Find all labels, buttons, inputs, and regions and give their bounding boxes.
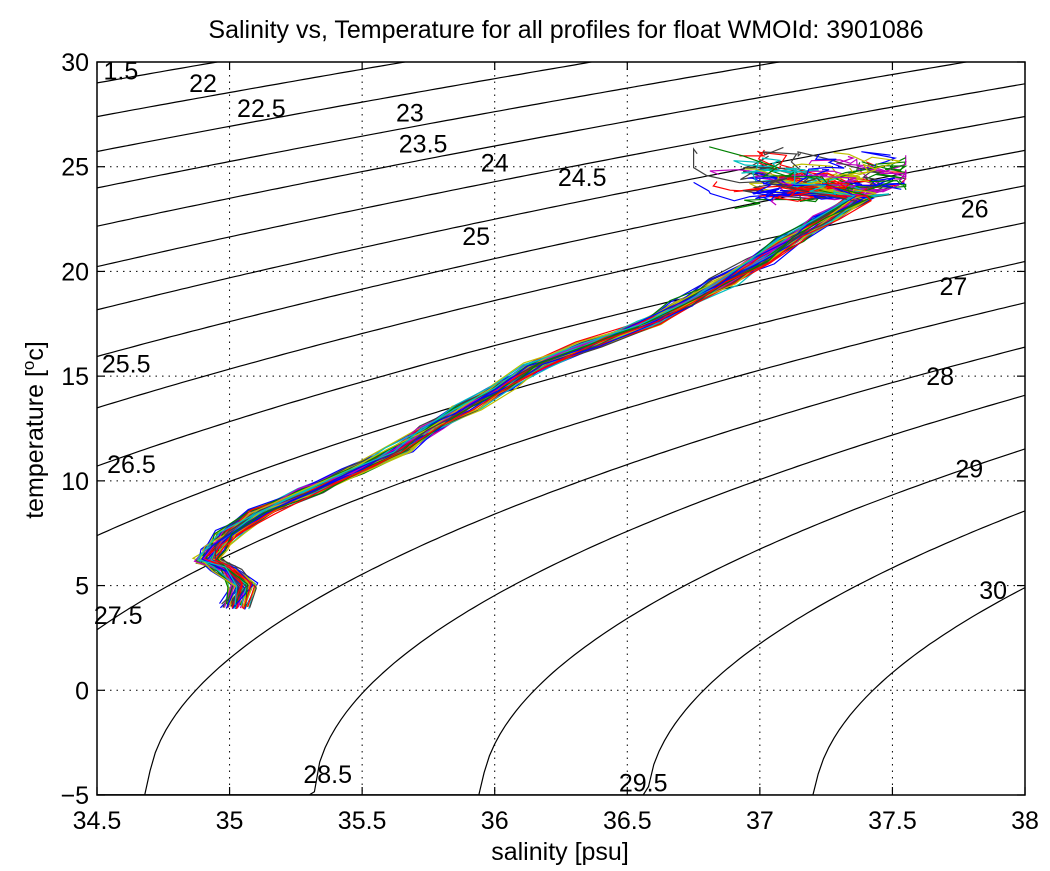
x-axis-label: salinity [psu] [491, 838, 629, 866]
contour-label: 24.5 [558, 164, 607, 192]
contour-label: 30 [979, 577, 1007, 605]
density-contour-line [97, 62, 970, 227]
density-contour-line [97, 62, 783, 189]
density-contour-line [97, 149, 1025, 358]
profile-line [214, 179, 872, 610]
y-axis-label-superscript: o [19, 361, 38, 370]
density-contour-line [97, 260, 1025, 537]
contour-label: 22.5 [237, 95, 286, 123]
density-contour-line [97, 302, 1025, 631]
axis-ticks: 34.5 35 35.5 36 36.5 37 37.5 38 −5 0 5 10 15 20 25 30 [60, 49, 1038, 835]
contour-label: 24 [481, 150, 509, 178]
contour-label: 28 [926, 363, 954, 391]
contour-label: 22 [189, 70, 217, 98]
profile-line [200, 154, 858, 609]
density-contour-line [97, 510, 1025, 795]
profile-line [216, 146, 874, 607]
density-contour-line [97, 185, 1025, 409]
x-tick-label: 35.5 [338, 807, 387, 835]
float-profiles [191, 146, 908, 610]
x-tick-label: 38 [1011, 807, 1039, 835]
x-tick-label: 36 [481, 807, 509, 835]
density-contour-line [97, 586, 1025, 795]
y-tick-label: 0 [75, 677, 89, 705]
y-axis-label-suffix: c] [21, 341, 49, 360]
contour-label: 29 [955, 455, 983, 483]
chart-title: Salinity vs, Temperature for all profile… [208, 16, 923, 44]
density-contour-line [97, 62, 595, 153]
contour-label: 29.5 [619, 769, 668, 797]
contour-label: 27 [940, 273, 968, 301]
contour-label: 28.5 [303, 761, 352, 789]
profile-line [200, 179, 907, 605]
profile-line [215, 190, 868, 609]
contour-label: 26 [961, 196, 989, 224]
density-contour-line [97, 115, 1025, 311]
contour-label: 27.5 [94, 602, 143, 630]
contour-label: 26.5 [107, 451, 156, 479]
y-axis-label: temperature [oc] [19, 341, 50, 519]
density-contour-line [97, 394, 1025, 795]
y-tick-label: 30 [61, 49, 89, 77]
y-tick-label: 10 [61, 468, 89, 496]
density-contours [97, 62, 1025, 795]
density-contour-line [97, 83, 1025, 268]
y-tick-label: 5 [75, 573, 89, 601]
contour-label: 23.5 [399, 131, 448, 159]
density-contour-line [97, 62, 408, 118]
contour-label: 23 [396, 99, 424, 127]
y-tick-label: −5 [60, 782, 89, 810]
density-contour-line [97, 346, 1025, 795]
x-tick-label: 37.5 [868, 807, 917, 835]
x-tick-label: 35 [216, 807, 244, 835]
density-contour-line [97, 448, 1025, 795]
profile-line [214, 147, 858, 607]
y-tick-label: 20 [61, 258, 89, 286]
contour-label: 25.5 [102, 351, 151, 379]
profile-line [196, 167, 857, 606]
x-tick-label: 37 [746, 807, 774, 835]
density-contour-line [97, 222, 1025, 467]
contour-label: 25 [462, 223, 490, 251]
y-axis-label-prefix: temperature [ [21, 370, 49, 519]
plot-frame [96, 61, 1026, 796]
y-tick-label: 15 [61, 363, 89, 391]
x-tick-label: 36.5 [603, 807, 652, 835]
x-tick-label: 34.5 [73, 807, 122, 835]
y-tick-label: 25 [61, 154, 89, 182]
